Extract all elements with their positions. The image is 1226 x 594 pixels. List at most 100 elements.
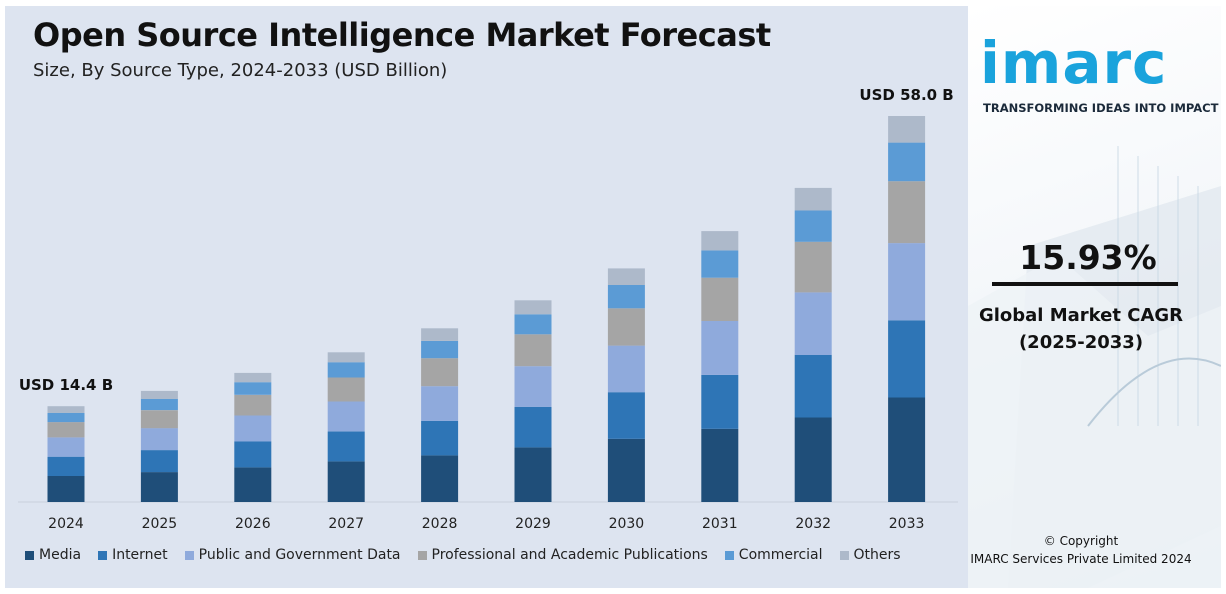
bar-segment-2026-others xyxy=(234,372,272,383)
bar-segment-2033-public-and-government-data xyxy=(888,243,926,321)
bar-annotations: USD 14.4 B USD 58.0 B xyxy=(19,86,954,394)
x-tick-labels: 2024 2025 2026 2027 2028 2029 2030 2031 2032 2033 xyxy=(48,516,924,532)
bar-segment-2031-media xyxy=(701,428,739,502)
bar-segment-2030-media xyxy=(607,438,645,502)
bar-segment-2029-public-and-government-data xyxy=(514,366,552,407)
legend-swatch xyxy=(417,550,427,560)
bar-segment-2026-internet xyxy=(234,441,272,468)
legend-item-public-and-government-data: Public and Government Data xyxy=(184,547,401,563)
bar-segment-2032-internet xyxy=(794,354,832,418)
bar-segment-2033-internet xyxy=(888,320,926,398)
cagr-value: 15.93% xyxy=(1019,238,1157,277)
side-panel: imarc TRANSFORMING IDEAS INTO IMPACT 15.… xyxy=(968,6,1221,588)
legend-label: Others xyxy=(853,547,901,563)
legend-item-media: Media xyxy=(25,547,81,563)
legend-item-professional-and-academic-publications: Professional and Academic Publications xyxy=(417,547,708,563)
bar-segment-2028-public-and-government-data xyxy=(421,386,459,421)
legend: Media Internet Public and Government Data P… xyxy=(25,545,901,565)
bar-segment-2028-internet xyxy=(421,420,459,456)
bar-segment-2024-others xyxy=(47,406,85,413)
bar-segment-2025-professional-and-academic-publications xyxy=(140,410,178,429)
x-tick-label: 2031 xyxy=(702,516,738,532)
bars-layer xyxy=(47,116,926,502)
bar-segment-2028-professional-and-academic-publications xyxy=(421,358,459,387)
bar-segment-2030-professional-and-academic-publications xyxy=(607,308,645,346)
legend-item-others: Others xyxy=(839,547,901,563)
bar-segment-2033-commercial xyxy=(888,142,926,182)
bar-segment-2031-internet xyxy=(701,374,739,429)
bar-segment-2024-media xyxy=(47,476,85,502)
bar-segment-2029-professional-and-academic-publications xyxy=(514,334,552,367)
bar-segment-2025-public-and-government-data xyxy=(140,428,178,451)
bar-segment-2030-internet xyxy=(607,392,645,439)
decorative-graph-background xyxy=(968,146,1221,588)
cagr-label-line1: Global Market CAGR xyxy=(978,305,1184,326)
legend-swatch xyxy=(724,550,734,560)
x-tick-label: 2032 xyxy=(795,516,831,532)
x-tick-label: 2028 xyxy=(422,516,458,532)
stacked-bar-chart: 2024 2025 2026 2027 2028 2029 2030 2031 2032 2033… xyxy=(18,86,958,532)
bar-segment-2026-public-and-government-data xyxy=(234,415,272,442)
bar-segment-2025-others xyxy=(140,390,178,399)
copyright-line2: IMARC Services Private Limited 2024 xyxy=(970,552,1192,566)
bar-segment-2026-professional-and-academic-publications xyxy=(234,394,272,416)
copyright-line1: © Copyright xyxy=(1043,534,1119,548)
brand-tagline: TRANSFORMING IDEAS INTO IMPACT xyxy=(983,101,1219,115)
bar-segment-2027-others xyxy=(327,352,365,363)
bar-segment-2033-media xyxy=(888,397,926,502)
bar-segment-2026-commercial xyxy=(234,382,272,395)
legend-label: Commercial xyxy=(738,547,823,563)
x-tick-label: 2027 xyxy=(328,516,364,532)
legend-item-commercial: Commercial xyxy=(724,547,823,563)
bar-segment-2025-media xyxy=(140,472,178,502)
bar-segment-2031-public-and-government-data xyxy=(701,321,739,375)
legend-label: Public and Government Data xyxy=(198,547,401,563)
bar-segment-2028-others xyxy=(421,328,459,341)
legend-swatch xyxy=(25,550,34,560)
chart-subtitle: Size, By Source Type, 2024-2033 (USD Bil… xyxy=(33,60,448,81)
total-annotation-2033: USD 58.0 B xyxy=(859,86,953,104)
bar-segment-2027-public-and-government-data xyxy=(327,401,365,432)
legend-swatch xyxy=(184,550,194,560)
x-tick-label: 2026 xyxy=(235,516,271,532)
bar-segment-2032-others xyxy=(794,187,832,211)
bar-segment-2026-media xyxy=(234,467,272,502)
bar-segment-2024-commercial xyxy=(47,412,85,423)
total-annotation-2024: USD 14.4 B xyxy=(19,376,113,394)
legend-label: Internet xyxy=(112,547,168,563)
bar-segment-2027-internet xyxy=(327,431,365,462)
bar-segment-2033-others xyxy=(888,116,926,143)
bar-segment-2029-commercial xyxy=(514,314,552,335)
cagr-label: Global Market CAGR (2025-2033) xyxy=(968,302,1194,356)
legend-item-internet: Internet xyxy=(98,547,168,563)
cagr-label-line2: (2025-2033) xyxy=(1018,332,1144,353)
bar-segment-2024-professional-and-academic-publications xyxy=(47,422,85,438)
x-tick-label: 2029 xyxy=(515,516,551,532)
bar-segment-2024-public-and-government-data xyxy=(47,437,85,457)
bar-segment-2029-internet xyxy=(514,406,552,448)
legend-label: Professional and Academic Publications xyxy=(431,547,708,563)
bar-segment-2027-media xyxy=(327,461,365,502)
x-tick-label: 2030 xyxy=(609,516,645,532)
chart-title: Open Source Intelligence Market Forecast xyxy=(33,16,771,54)
bar-segment-2024-internet xyxy=(47,456,85,476)
bar-segment-2031-others xyxy=(701,231,739,251)
bar-segment-2029-others xyxy=(514,300,552,315)
imarc-logo: imarc xyxy=(980,29,1168,97)
bar-segment-2032-public-and-government-data xyxy=(794,292,832,355)
x-tick-label: 2024 xyxy=(48,516,84,532)
cagr-divider xyxy=(992,282,1178,286)
bar-segment-2028-commercial xyxy=(421,340,459,359)
bar-segment-2031-professional-and-academic-publications xyxy=(701,277,739,321)
copyright: © Copyright IMARC Services Private Limit… xyxy=(968,532,1194,568)
legend-label: Media xyxy=(39,547,82,563)
bar-segment-2030-others xyxy=(607,268,645,285)
legend-swatch xyxy=(98,550,108,560)
bar-segment-2032-commercial xyxy=(794,210,832,242)
bar-segment-2029-media xyxy=(514,447,552,502)
bar-segment-2027-professional-and-academic-publications xyxy=(327,377,365,402)
bar-segment-2032-professional-and-academic-publications xyxy=(794,241,832,293)
bar-segment-2030-public-and-government-data xyxy=(607,345,645,393)
bar-segment-2033-professional-and-academic-publications xyxy=(888,181,926,244)
x-tick-label: 2033 xyxy=(889,516,925,532)
